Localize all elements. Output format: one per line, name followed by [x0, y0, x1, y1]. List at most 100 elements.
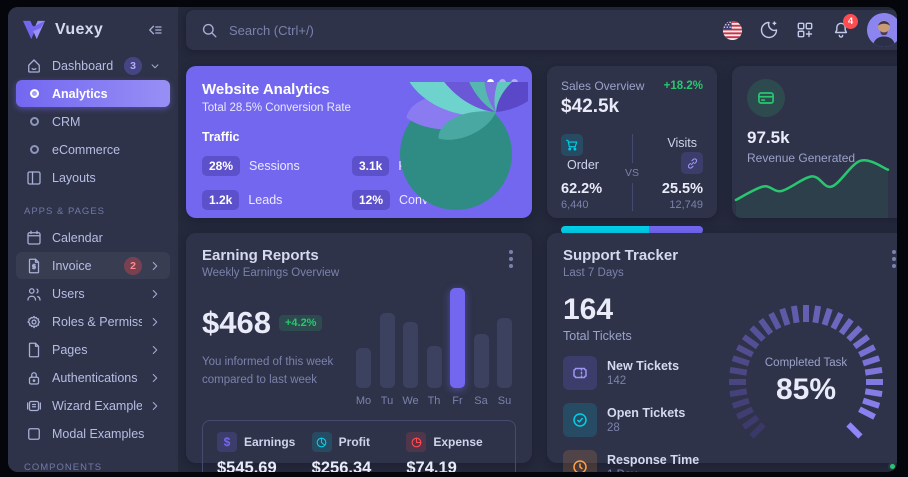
website-analytics-card: Website Analytics Total 28.5% Conversion… — [186, 66, 532, 218]
sidebar-item-crm[interactable]: CRM — [16, 108, 170, 135]
shortcuts-grid-icon[interactable] — [795, 20, 815, 40]
order-progress-segment — [561, 226, 650, 234]
dollar-icon: $ — [217, 432, 237, 452]
more-options-icon[interactable] — [506, 247, 516, 271]
new-tickets-row: New Tickets 142 — [563, 356, 713, 390]
search-bar[interactable] — [200, 21, 722, 40]
online-status-dot — [888, 462, 897, 471]
sidebar-item-ecommerce[interactable]: eCommerce — [16, 136, 170, 163]
sidebar-item-calendar[interactable]: Calendar — [16, 224, 170, 251]
bar-Tu: Tu — [379, 313, 395, 407]
dark-mode-moon-icon[interactable] — [759, 20, 779, 40]
traffic-section-label: Traffic — [202, 130, 240, 144]
circle-check-icon — [563, 403, 597, 437]
sidebar-item-label: Users — [52, 286, 85, 301]
clock-icon — [563, 450, 597, 472]
chevron-right-icon — [148, 371, 162, 385]
visits-column: Visits 25.5% 12,749 — [647, 134, 703, 211]
sidebar-item-label: Authentications — [52, 370, 138, 385]
revenue-sparkline-chart — [734, 158, 890, 218]
chevron-right-icon — [148, 315, 162, 329]
bar-Th: Th — [426, 346, 442, 407]
notifications-bell-icon[interactable]: 4 — [831, 14, 858, 40]
row-value: 28 — [607, 422, 620, 434]
sidebar-item-label: Invoice — [52, 258, 92, 273]
bar-Fr: Fr — [450, 288, 465, 407]
sales-change: +18.2% — [663, 80, 703, 92]
sidebar-item-invoice[interactable]: Invoice 2 — [16, 252, 170, 279]
invoice-badge: 2 — [124, 256, 142, 275]
wizard-icon — [24, 397, 44, 415]
card-title: Sales Overview — [561, 79, 645, 93]
sidebar-item-authentications[interactable]: Authentications — [16, 364, 170, 391]
gauge-label: Completed Task — [764, 356, 848, 369]
sidebar-collapse-icon[interactable] — [146, 21, 164, 39]
sidebar-item-label: Modal Examples — [52, 426, 145, 441]
layout-icon — [24, 169, 44, 187]
stat-label: Leads — [248, 193, 283, 207]
search-input[interactable] — [229, 22, 529, 38]
bullet-icon — [24, 117, 44, 126]
language-flag-icon[interactable] — [722, 20, 743, 41]
bullet-icon — [24, 89, 44, 98]
ticket-icon — [563, 356, 597, 390]
user-avatar[interactable] — [867, 13, 897, 47]
lock-icon — [24, 369, 44, 387]
stat-label: Profit — [338, 435, 371, 449]
file-icon — [24, 341, 44, 359]
sidebar-item-roles-permissions[interactable]: Roles & Permissions — [16, 308, 170, 335]
sidebar-item-label: eCommerce — [52, 142, 121, 157]
bar-We: We — [402, 322, 419, 407]
app-title: Vuexy — [55, 21, 104, 38]
expense-pie-icon — [406, 432, 427, 452]
sidebar-item-modal-examples[interactable]: Modal Examples — [16, 420, 170, 447]
notification-count-badge: 4 — [843, 14, 858, 29]
card-subtitle: Last 7 Days — [563, 267, 624, 279]
logo-row: Vuexy — [8, 7, 178, 47]
chevron-down-icon — [148, 59, 162, 73]
section-label-components: COMPONENTS — [24, 462, 103, 472]
order-label: Order — [567, 157, 599, 172]
stat-label: Sessions — [249, 159, 300, 173]
topbar: 4 — [186, 10, 897, 471]
total-tickets-value: 164 — [563, 293, 614, 326]
stat-value: 12% — [352, 190, 391, 210]
response-time-row: Response Time 1 Day — [563, 450, 713, 472]
visits-count: 12,749 — [669, 199, 703, 211]
sidebar-item-pages[interactable]: Pages — [16, 336, 170, 363]
card-subtitle: Total 28.5% Conversion Rate — [202, 102, 351, 114]
sales-total: $42.5k — [561, 96, 620, 117]
bar-Mo: Mo — [356, 348, 371, 407]
sidebar-item-label: Pages — [52, 342, 88, 357]
sidebar-item-label: Layouts — [52, 170, 96, 185]
sidebar-item-dashboard[interactable]: Dashboard 3 — [16, 52, 170, 79]
gear-icon — [24, 313, 44, 331]
sidebar: Vuexy Dashboard 3 Analytics — [8, 7, 178, 472]
sidebar-item-label: Roles & Permissions — [52, 314, 142, 329]
sidebar-item-wizard-examples[interactable]: Wizard Examples — [16, 392, 170, 419]
vs-label: VS — [624, 166, 639, 179]
stat-value: $545.69 — [217, 459, 277, 472]
bar-Su: Su — [497, 318, 512, 407]
card-title: Website Analytics — [202, 81, 330, 98]
stat-value: 3.1k — [352, 156, 390, 176]
credit-card-icon — [747, 79, 785, 117]
sidebar-item-users[interactable]: Users — [16, 280, 170, 307]
chevron-right-icon — [148, 287, 162, 301]
row-value: 1 Day — [607, 469, 699, 472]
sidebar-item-analytics[interactable]: Analytics — [16, 80, 170, 107]
stat-value: 28% — [202, 156, 241, 176]
order-visits-progress-bar — [561, 226, 703, 234]
more-options-icon[interactable] — [889, 247, 897, 271]
card-subtitle: Weekly Earnings Overview — [202, 267, 340, 279]
total-tickets-label: Total Tickets — [563, 329, 632, 343]
support-tracker-card: Support Tracker Last 7 Days 164 Total Ti… — [547, 233, 897, 472]
row-label: New Tickets — [607, 359, 680, 373]
earnings-stat: $ Earnings $545.69 — [217, 432, 312, 472]
search-icon — [200, 21, 219, 40]
gauge-ticks — [729, 304, 883, 439]
sidebar-item-label: Analytics — [52, 86, 108, 101]
topbar-actions: 4 — [722, 13, 897, 471]
sidebar-item-layouts[interactable]: Layouts — [16, 164, 170, 191]
stat-label: Expense — [433, 435, 483, 449]
